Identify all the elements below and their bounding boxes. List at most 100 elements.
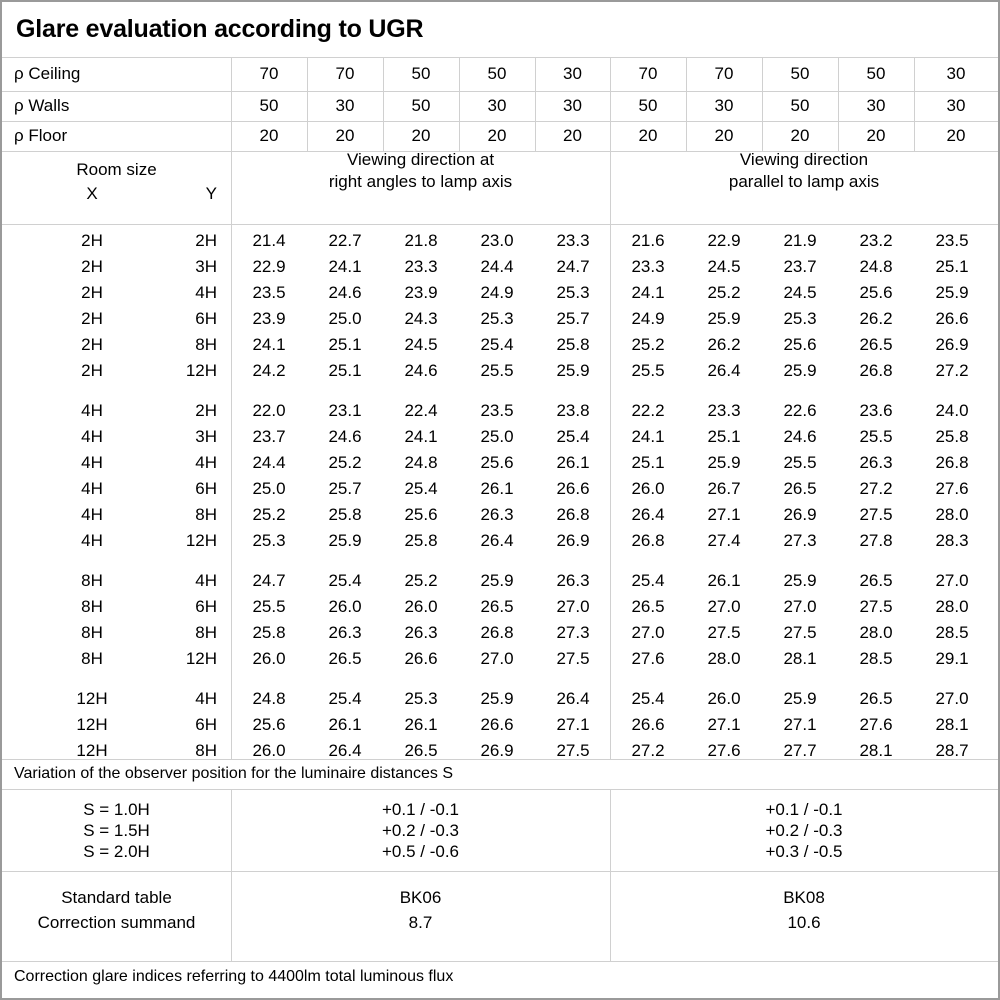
ugr-value-parallel: 27.6 (631, 649, 665, 668)
ugr-value-perpendicular: 26.0 (252, 649, 286, 668)
room-size-y-value: 4H (195, 689, 217, 708)
ugr-value-perpendicular: 26.4 (480, 531, 514, 550)
ugr-value-perpendicular: 26.6 (556, 479, 590, 498)
room-size-y-value: 8H (195, 623, 217, 642)
ugr-value-perpendicular: 24.6 (328, 427, 362, 446)
standard-table-value-perpendicular: BK06 (399, 888, 442, 907)
footer-note: Correction glare indices referring to 44… (14, 968, 454, 985)
ugr-value-parallel: 27.6 (707, 741, 741, 760)
ugr-value-perpendicular: 25.2 (328, 453, 362, 472)
ugr-value-parallel: 26.5 (859, 571, 893, 590)
ugr-value-perpendicular: 25.2 (404, 571, 438, 590)
room-size-y-value: 2H (195, 231, 217, 250)
ugr-value-perpendicular: 25.8 (252, 623, 286, 642)
variation-value-perpendicular: +0.1 / -0.1 (381, 800, 460, 819)
rho-floor-value: 20 (946, 126, 966, 145)
room-size-y-label: Y (205, 184, 217, 203)
ugr-value-perpendicular: 27.0 (556, 597, 590, 616)
ugr-value-parallel: 22.6 (783, 401, 817, 420)
room-size-x-value: 4H (81, 453, 103, 472)
ugr-value-parallel: 26.8 (935, 453, 969, 472)
ugr-value-parallel: 24.6 (783, 427, 817, 446)
room-size-y-value: 6H (195, 309, 217, 328)
ugr-value-parallel: 25.9 (707, 453, 741, 472)
room-size-x-value: 2H (81, 361, 103, 380)
ugr-value-perpendicular: 23.3 (556, 231, 590, 250)
room-size-x-value: 2H (81, 283, 103, 302)
ugr-value-perpendicular: 25.9 (480, 689, 514, 708)
ugr-value-perpendicular: 26.0 (404, 597, 438, 616)
rho-floor-label: ρ Floor (14, 126, 68, 145)
divider (459, 57, 460, 151)
ugr-value-perpendicular: 24.4 (480, 257, 514, 276)
page-title: Glare evaluation according to UGR (2, 2, 998, 57)
ugr-value-perpendicular: 22.7 (328, 231, 362, 250)
room-size-y-value: 12H (185, 531, 217, 550)
ugr-value-perpendicular: 25.7 (556, 309, 590, 328)
ugr-value-perpendicular: 27.1 (556, 715, 590, 734)
ugr-value-parallel: 26.7 (707, 479, 741, 498)
ugr-value-parallel: 26.9 (935, 335, 969, 354)
room-size-y-value: 12H (185, 649, 217, 668)
divider (2, 224, 998, 225)
room-size-y-value: 2H (195, 401, 217, 420)
ugr-value-parallel: 25.1 (935, 257, 969, 276)
ugr-value-parallel: 26.6 (631, 715, 665, 734)
ugr-value-perpendicular: 24.1 (404, 427, 438, 446)
viewing-direction-perpendicular-line2: right angles to lamp axis (328, 172, 513, 191)
ugr-value-perpendicular: 25.3 (480, 309, 514, 328)
room-size-x-value: 4H (81, 479, 103, 498)
ugr-value-parallel: 25.5 (859, 427, 893, 446)
ugr-value-perpendicular: 26.1 (556, 453, 590, 472)
ugr-value-parallel: 26.8 (859, 361, 893, 380)
correction-summand-label: Correction summand (37, 913, 196, 932)
ugr-value-parallel: 25.2 (631, 335, 665, 354)
ugr-value-perpendicular: 25.2 (252, 505, 286, 524)
rho-walls-label: ρ Walls (14, 96, 70, 115)
ugr-value-parallel: 26.2 (859, 309, 893, 328)
ugr-value-perpendicular: 25.0 (328, 309, 362, 328)
ugr-value-parallel: 27.6 (935, 479, 969, 498)
room-size-y-value: 4H (195, 283, 217, 302)
ugr-value-parallel: 27.0 (707, 597, 741, 616)
ugr-value-perpendicular: 23.9 (252, 309, 286, 328)
ugr-value-perpendicular: 26.3 (328, 623, 362, 642)
ugr-value-parallel: 27.3 (783, 531, 817, 550)
ugr-value-perpendicular: 24.2 (252, 361, 286, 380)
ugr-value-parallel: 26.5 (631, 597, 665, 616)
room-size-x-value: 8H (81, 571, 103, 590)
rho-walls-value: 30 (487, 96, 507, 115)
rho-ceiling-value: 30 (563, 64, 582, 83)
divider (2, 789, 998, 790)
ugr-value-perpendicular: 26.5 (404, 741, 438, 760)
ugr-value-parallel: 25.9 (935, 283, 969, 302)
divider (610, 789, 611, 961)
ugr-value-parallel: 24.8 (859, 257, 893, 276)
ugr-value-parallel: 27.2 (631, 741, 665, 760)
room-size-y-value: 8H (195, 505, 217, 524)
ugr-value-parallel: 27.4 (707, 531, 741, 550)
ugr-value-parallel: 26.4 (707, 361, 741, 380)
ugr-value-perpendicular: 25.8 (404, 531, 438, 550)
standard-table-label: Standard table (61, 888, 172, 907)
room-size-x-value: 4H (81, 531, 103, 550)
ugr-value-parallel: 27.1 (707, 715, 741, 734)
variation-label: S = 1.0H (83, 800, 150, 819)
ugr-value-perpendicular: 27.5 (556, 741, 590, 760)
room-size-x-value: 2H (81, 231, 103, 250)
variation-value-parallel: +0.3 / -0.5 (765, 842, 843, 861)
rho-walls-value: 30 (714, 96, 734, 115)
ugr-value-perpendicular: 24.4 (252, 453, 286, 472)
ugr-value-perpendicular: 26.1 (480, 479, 514, 498)
ugr-value-perpendicular: 26.3 (480, 505, 514, 524)
divider (383, 57, 384, 151)
ugr-value-parallel: 24.5 (783, 283, 817, 302)
ugr-value-perpendicular: 22.0 (252, 401, 286, 420)
ugr-value-parallel: 26.5 (859, 689, 893, 708)
room-size-title: Room size (76, 160, 157, 179)
room-size-x-value: 12H (76, 715, 108, 734)
ugr-value-perpendicular: 24.8 (252, 689, 286, 708)
variation-value-parallel: +0.1 / -0.1 (765, 800, 843, 819)
ugr-value-parallel: 26.1 (707, 571, 741, 590)
